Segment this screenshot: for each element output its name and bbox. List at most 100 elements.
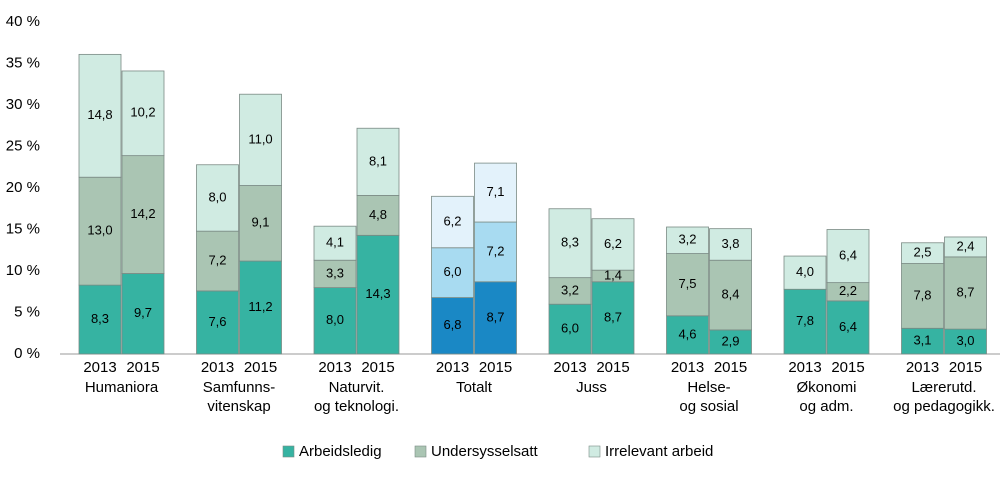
value-label: 8,3: [91, 311, 109, 326]
legend-label: Arbeidsledig: [299, 443, 382, 460]
x-tick-label: 2013: [788, 359, 821, 376]
bar-segment: [591, 281, 635, 355]
bar-segment: [783, 255, 827, 290]
group-label: Lærerutd.: [911, 379, 976, 396]
value-label: 14,8: [87, 107, 112, 122]
value-label: 11,0: [248, 131, 272, 146]
value-label: 8,0: [208, 189, 226, 204]
value-label: 3,2: [561, 282, 579, 297]
group-label: Samfunns-: [203, 379, 276, 396]
x-tick-label: 2013: [201, 359, 234, 376]
bar-segment: [78, 284, 122, 355]
value-label: 4,0: [796, 264, 814, 279]
x-tick-label: 2013: [906, 359, 939, 376]
group-label: Humaniora: [85, 379, 159, 396]
bar-segment: [239, 260, 282, 355]
bar-segment: [548, 208, 592, 279]
legend-swatch: [414, 445, 427, 458]
legend-swatch: [588, 445, 601, 458]
group-label: og sosial: [679, 398, 738, 415]
bar-segment: [474, 162, 517, 223]
bar-segment: [431, 297, 474, 355]
bar-segment: [431, 195, 474, 249]
y-tick-label: 40 %: [6, 13, 40, 30]
group-label: og pedagogikk.: [893, 398, 995, 415]
y-tick-label: 20 %: [6, 179, 40, 196]
x-tick-label: 2015: [949, 359, 982, 376]
x-tick-label: 2013: [318, 359, 351, 376]
value-label: 7,8: [913, 287, 931, 302]
x-tick-label: 2015: [831, 359, 864, 376]
bar-segment: [666, 226, 709, 254]
group-label: og teknologi.: [314, 398, 399, 415]
x-tick-label: 2013: [553, 359, 586, 376]
y-tick-label: 0 %: [14, 345, 40, 362]
x-tick-label: 2015: [126, 359, 159, 376]
bar-segment: [709, 329, 752, 355]
x-tick-label: 2015: [244, 359, 277, 376]
value-label: 2,2: [839, 283, 857, 298]
bar-segment: [431, 247, 474, 298]
bar-segment: [121, 273, 165, 355]
bar-segment: [313, 259, 357, 288]
bar-segment: [121, 155, 165, 274]
bar-segment: [591, 218, 635, 271]
value-label: 6,2: [443, 213, 461, 228]
x-tick-label: 2015: [479, 359, 512, 376]
value-label: 3,1: [913, 333, 931, 348]
value-label: 8,3: [561, 235, 579, 250]
value-label: 7,2: [208, 252, 226, 267]
value-label: 7,5: [678, 276, 696, 291]
bar-segment: [474, 281, 517, 355]
bar-segment: [666, 253, 709, 317]
value-label: 6,0: [443, 264, 461, 279]
value-label: 2,4: [956, 238, 974, 253]
value-label: 7,6: [208, 314, 226, 329]
y-tick-label: 5 %: [14, 303, 40, 320]
x-tick-label: 2015: [714, 359, 747, 376]
bar-segment: [239, 93, 282, 186]
value-label: 11,2: [248, 299, 272, 314]
value-label: 9,7: [134, 305, 152, 320]
value-label: 1,4: [604, 267, 622, 282]
value-label: 6,4: [839, 247, 857, 262]
value-label: 4,1: [326, 235, 344, 250]
value-label: 14,2: [130, 206, 155, 221]
bar-segment: [78, 53, 122, 178]
group-label: vitenskap: [207, 398, 270, 415]
bar-segment: [826, 229, 870, 284]
group-label: og adm.: [799, 398, 853, 415]
x-tick-label: 2015: [361, 359, 394, 376]
bar-segment: [121, 70, 165, 157]
group-label: Økonomi: [796, 379, 856, 396]
bar-segment: [944, 256, 987, 330]
value-label: 4,6: [678, 326, 696, 341]
value-label: 7,2: [486, 243, 504, 258]
value-label: 8,0: [326, 312, 344, 327]
x-tick-label: 2015: [596, 359, 629, 376]
bar-segment: [548, 277, 592, 305]
bar-segment: [196, 290, 239, 355]
bar-segment: [356, 195, 400, 236]
value-label: 10,2: [130, 105, 155, 120]
x-tick-label: 2013: [436, 359, 469, 376]
bar-segment: [709, 228, 752, 261]
value-label: 6,4: [839, 319, 857, 334]
value-label: 8,1: [369, 153, 387, 168]
bar-segment: [783, 288, 827, 355]
y-tick-label: 10 %: [6, 262, 40, 279]
y-tick-label: 25 %: [6, 137, 40, 154]
value-label: 8,7: [486, 309, 504, 324]
value-label: 8,4: [721, 287, 739, 302]
y-tick-label: 35 %: [6, 54, 40, 71]
value-label: 3,2: [678, 232, 696, 247]
bar-segment: [78, 176, 122, 286]
value-label: 3,8: [721, 236, 739, 251]
bar-segment: [709, 259, 752, 331]
value-label: 13,0: [87, 223, 112, 238]
y-tick-label: 15 %: [6, 220, 40, 237]
bar-segment: [196, 230, 239, 292]
value-label: 9,1: [251, 215, 269, 230]
group-label: Helse-: [687, 379, 730, 396]
